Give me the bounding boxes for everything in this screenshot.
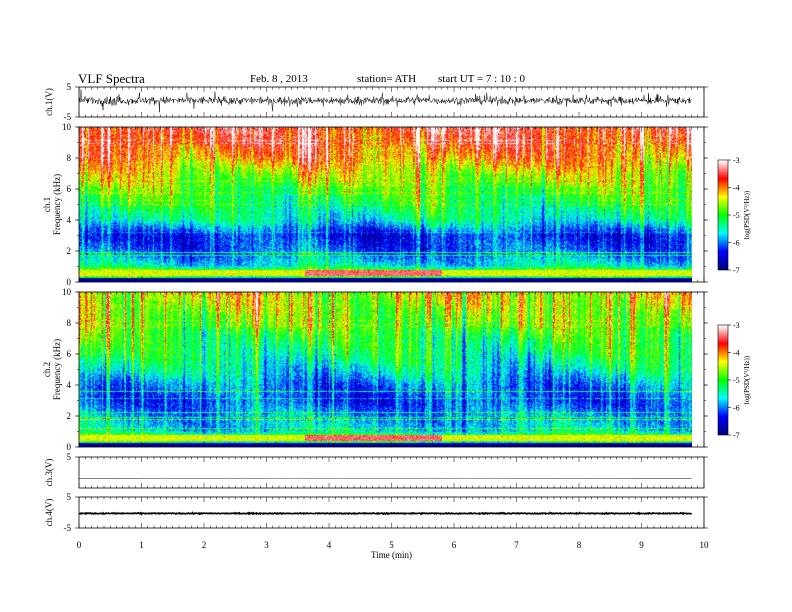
- colorbar-label: log(PSD(V²/Hz)): [743, 355, 751, 404]
- y-tick-label: 4: [67, 215, 72, 225]
- y-tick-label: 5: [67, 492, 72, 502]
- colorbar-tick-label: -6: [733, 239, 740, 248]
- start-time-label: start UT = 7 : 10 : 0: [438, 73, 525, 85]
- colorbar-tick-label: -7: [733, 431, 740, 440]
- y-tick-label: 6: [67, 349, 72, 359]
- colorbar-label: log(PSD(V²/Hz)): [743, 190, 751, 239]
- colorbar-2: [718, 325, 728, 435]
- date-label: Feb. 8 , 2013: [250, 73, 308, 85]
- colorbar-tick-label: -4: [733, 349, 740, 358]
- x-tick-label: 8: [577, 540, 582, 550]
- y-tick-label: 0: [67, 277, 72, 287]
- y-axis-label: Frequency (kHz): [52, 174, 62, 235]
- x-tick-label: 3: [264, 540, 269, 550]
- colorbar-tick-label: -4: [733, 184, 740, 193]
- waveform-layer: [78, 89, 693, 516]
- colorbar-tick-label: -3: [733, 321, 740, 330]
- y-tick-label: 5: [67, 82, 72, 92]
- x-tick-label: 10: [700, 540, 710, 550]
- y-tick-label: 8: [67, 153, 72, 163]
- y-tick-label: 6: [67, 184, 72, 194]
- ch1-spectrogram-image: [79, 127, 692, 282]
- x-tick-label: 5: [389, 540, 394, 550]
- x-tick-label: 6: [452, 540, 457, 550]
- colorbar-tick-label: -7: [733, 266, 740, 275]
- y-axis-label: ch.3(V): [44, 459, 54, 487]
- y-tick-label: 4: [67, 380, 72, 390]
- ch4-waveform-trace: [78, 511, 693, 516]
- y-tick-label: 8: [67, 318, 72, 328]
- y-tick-label: 5: [67, 452, 72, 462]
- colorbar-tick-label: -3: [733, 156, 740, 165]
- spectrogram-layer: [79, 127, 728, 447]
- labels-layer: -3 -4 -5 -6 -7 log(PSD(V²/Hz)) -3 -4 -5 -6 -7 log(P…: [42, 82, 751, 560]
- y-tick-label: -5: [64, 112, 72, 122]
- ch2-spectrogram-image: [79, 292, 692, 447]
- channel-label: ch.1: [42, 197, 52, 212]
- y-axis-label: ch.1(V): [44, 88, 54, 116]
- y-tick-label: 2: [67, 411, 72, 421]
- channel-label: ch.2: [42, 362, 52, 377]
- x-tick-label: 2: [202, 540, 207, 550]
- colorbar-tick-label: -5: [733, 376, 740, 385]
- axes-layer: [75, 86, 731, 529]
- chart-title: VLF Spectra: [78, 71, 145, 86]
- x-tick-label: 4: [327, 540, 332, 550]
- y-tick-label: 2: [67, 246, 72, 256]
- x-tick-label: 9: [639, 540, 644, 550]
- ch1-waveform-trace: [78, 89, 692, 113]
- y-axis-label: ch.4(V): [44, 499, 54, 527]
- colorbar-tick-label: -6: [733, 404, 740, 413]
- y-tick-label: 0: [67, 442, 72, 452]
- x-tick-label: 1: [139, 540, 144, 550]
- y-axis-label: Frequency (kHz): [52, 339, 62, 400]
- colorbar-1: [718, 160, 728, 270]
- station-label: station= ATH: [357, 73, 417, 85]
- x-tick-label: 0: [77, 540, 82, 550]
- x-tick-label: 7: [514, 540, 519, 550]
- x-axis-label: Time (min): [371, 550, 412, 560]
- y-tick-label: 10: [62, 287, 72, 297]
- colorbar-tick-label: -5: [733, 211, 740, 220]
- y-tick-label: 10: [62, 122, 72, 132]
- y-tick-label: -5: [64, 523, 72, 533]
